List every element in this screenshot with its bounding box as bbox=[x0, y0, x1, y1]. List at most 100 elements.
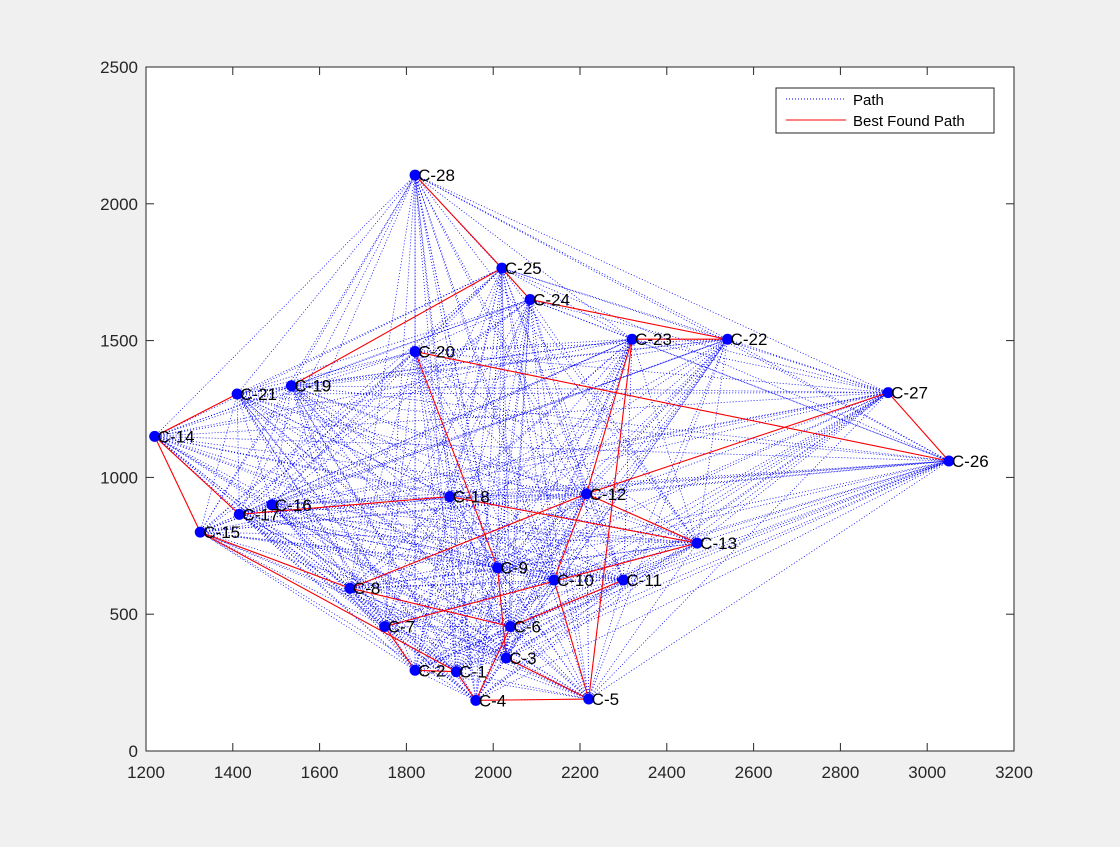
path-edge-C-5-C-16 bbox=[271, 504, 589, 700]
best-path-edge-C-5-C-3 bbox=[505, 657, 589, 700]
city-label-C-21: C-21 bbox=[240, 385, 277, 404]
path-edge-C-9-C-13 bbox=[497, 542, 698, 569]
path-edge-C-4-C-19 bbox=[291, 385, 477, 701]
path-edge-C-17-C-21 bbox=[236, 393, 240, 515]
path-edge-C-4-C-14 bbox=[154, 436, 477, 701]
path-edge-C-1-C-18 bbox=[449, 496, 457, 672]
path-edge-C-5-C-24 bbox=[529, 299, 590, 700]
path-edge-C-17-C-24 bbox=[239, 299, 531, 515]
path-edge-C-22-C-28 bbox=[414, 174, 728, 340]
path-edge-C-13-C-14 bbox=[154, 435, 698, 544]
path-edge-C-1-C-26 bbox=[456, 460, 950, 673]
path-edge-C-3-C-27 bbox=[505, 392, 889, 659]
best-path-edge-C-12-C-10 bbox=[553, 493, 588, 581]
path-edge-C-23-C-25 bbox=[501, 267, 633, 340]
path-edge-C-12-C-14 bbox=[154, 435, 587, 495]
city-label-C-4: C-4 bbox=[479, 691, 506, 710]
path-edge-C-19-C-20 bbox=[291, 351, 416, 387]
city-marker-C-10 bbox=[548, 574, 560, 586]
path-edge-C-2-C-6 bbox=[414, 626, 511, 671]
path-edge-C-4-C-26 bbox=[475, 460, 950, 701]
legend[interactable]: Path Best Found Path bbox=[775, 87, 995, 134]
city-label-C-22: C-22 bbox=[731, 330, 768, 349]
best-path bbox=[154, 174, 950, 701]
path-edge-C-16-C-26 bbox=[271, 460, 949, 506]
path-edge-C-14-C-25 bbox=[154, 267, 503, 437]
path-edge-C-18-C-24 bbox=[449, 299, 531, 497]
best-path-edge-C-18-C-17 bbox=[239, 496, 450, 515]
path-edge-C-7-C-21 bbox=[236, 393, 386, 627]
path-edge-C-7-C-16 bbox=[271, 504, 385, 627]
path-edge-C-6-C-27 bbox=[510, 392, 889, 627]
path-edge-C-9-C-17 bbox=[239, 513, 498, 569]
city-marker-C-3 bbox=[500, 652, 512, 664]
path-edge-C-6-C-24 bbox=[510, 299, 531, 627]
path-edge-C-1-C-19 bbox=[291, 385, 457, 672]
city-label-C-26: C-26 bbox=[952, 452, 989, 471]
path-edge-C-8-C-20 bbox=[349, 351, 416, 589]
path-edge-C-8-C-17 bbox=[239, 514, 351, 589]
path-edge-C-23-C-28 bbox=[414, 174, 633, 340]
path-edge-C-8-C-13 bbox=[349, 542, 698, 589]
path-edge-C-8-C-11 bbox=[349, 579, 624, 589]
city-label-C-28: C-28 bbox=[418, 166, 455, 185]
path-edge-C-10-C-24 bbox=[529, 299, 555, 581]
path-edge-C-5-C-14 bbox=[154, 436, 589, 700]
path-edge-C-15-C-25 bbox=[199, 267, 503, 533]
path-edge-C-14-C-27 bbox=[154, 392, 889, 437]
path-edge-C-1-C-12 bbox=[455, 493, 587, 672]
path-edge-C-6-C-15 bbox=[200, 531, 511, 627]
path-edge-C-8-C-14 bbox=[154, 436, 351, 589]
path-edge-C-5-C-21 bbox=[236, 393, 589, 700]
path-edge-C-13-C-19 bbox=[291, 385, 698, 544]
path-edge-C-2-C-10 bbox=[414, 579, 555, 671]
path-edge-C-2-C-25 bbox=[414, 268, 503, 671]
path-edge-C-22-C-25 bbox=[501, 267, 728, 340]
city-marker-C-27 bbox=[882, 387, 894, 399]
city-markers bbox=[149, 169, 955, 706]
city-label-C-27: C-27 bbox=[891, 384, 928, 403]
path-edge-C-14-C-20 bbox=[154, 351, 416, 437]
path-edge-C-11-C-23 bbox=[623, 339, 633, 581]
path-edge-C-18-C-27 bbox=[449, 392, 889, 497]
city-marker-C-9 bbox=[492, 562, 504, 574]
path-edge-C-8-C-10 bbox=[349, 579, 554, 589]
path-edge-C-5-C-27 bbox=[588, 392, 889, 700]
path-edge-C-7-C-9 bbox=[384, 567, 498, 627]
path-edge-C-20-C-23 bbox=[415, 338, 633, 352]
path-edge-C-17-C-27 bbox=[239, 392, 889, 515]
path-edge-C-16-C-24 bbox=[271, 299, 531, 506]
path-edge-C-3-C-12 bbox=[505, 493, 587, 659]
path-edge-C-15-C-28 bbox=[199, 174, 416, 533]
city-marker-C-23 bbox=[626, 333, 638, 345]
path-edge-C-1-C-21 bbox=[236, 393, 457, 672]
path-edge-C-20-C-21 bbox=[237, 351, 416, 395]
best-path-edge-C-15-C-1 bbox=[199, 531, 457, 673]
y-tick-label: 0 bbox=[129, 742, 138, 761]
path-edge-C-16-C-23 bbox=[271, 338, 633, 506]
best-path-edge-C-26-C-27 bbox=[887, 392, 950, 462]
x-tick-label: 2800 bbox=[821, 763, 859, 782]
path-edge-C-6-C-23 bbox=[510, 339, 633, 627]
path-edge-C-17-C-28 bbox=[238, 174, 416, 515]
path-edge-C-10-C-18 bbox=[449, 496, 555, 581]
best-path-edge-C-17-C-14 bbox=[154, 435, 240, 515]
path-edge-C-2-C-11 bbox=[414, 579, 624, 671]
y-tick-label: 2500 bbox=[100, 58, 138, 77]
path-edge-C-7-C-17 bbox=[239, 514, 385, 627]
best-path-edge-C-20-C-26 bbox=[414, 351, 950, 462]
path-edge-C-9-C-24 bbox=[497, 299, 531, 568]
path-edge-C-14-C-24 bbox=[154, 299, 531, 437]
city-label-C-6: C-6 bbox=[514, 618, 541, 637]
path-edge-C-10-C-17 bbox=[239, 513, 555, 581]
path-edge-C-6-C-17 bbox=[239, 513, 511, 627]
city-label-C-10: C-10 bbox=[557, 571, 594, 590]
path-edge-C-10-C-27 bbox=[553, 392, 889, 581]
x-tick-label: 2600 bbox=[735, 763, 773, 782]
path-edge-C-2-C-8 bbox=[349, 587, 416, 671]
city-label-C-9: C-9 bbox=[501, 559, 528, 578]
path-edge-C-18-C-20 bbox=[414, 351, 451, 497]
city-label-C-11: C-11 bbox=[626, 571, 662, 590]
path-edge-C-11-C-20 bbox=[414, 351, 624, 581]
path-edge-C-2-C-9 bbox=[414, 567, 498, 671]
